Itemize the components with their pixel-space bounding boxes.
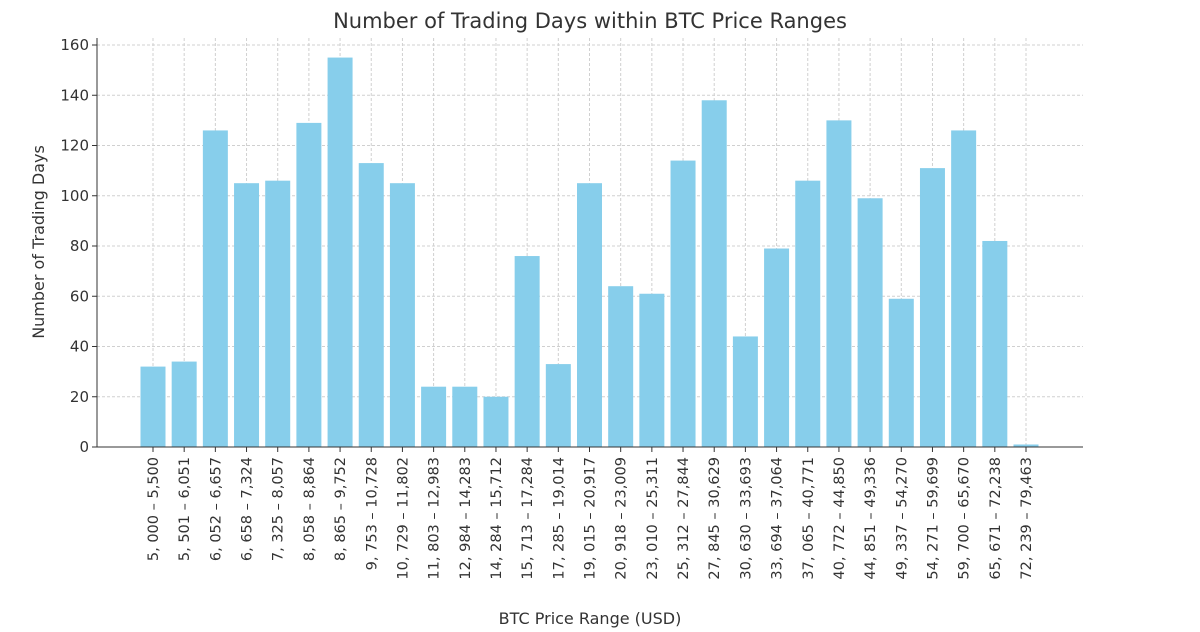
chart-title: Number of Trading Days within BTC Price …: [333, 9, 847, 33]
bar: [234, 183, 260, 447]
x-tick-label: 54, 271 – 59,699: [925, 457, 941, 580]
bar: [327, 57, 353, 447]
bar: [265, 180, 291, 448]
x-tick-label: 12, 984 – 14,283: [458, 457, 474, 580]
x-tick-label: 5, 501 – 6,051: [177, 457, 193, 561]
x-tick-label: 23, 010 – 25,311: [645, 457, 661, 580]
bar: [919, 168, 945, 448]
bar: [982, 240, 1008, 447]
bar: [358, 163, 384, 447]
y-tick-label: 40: [70, 338, 89, 356]
x-tick-label: 14, 284 – 15,712: [489, 457, 505, 580]
y-tick-label: 0: [79, 438, 89, 456]
y-tick-label: 120: [60, 137, 89, 155]
x-tick-label: 19, 015 – 20,917: [583, 457, 599, 580]
x-tick-label: 59, 700 – 65,670: [957, 457, 973, 580]
bar: [545, 364, 571, 447]
bar: [639, 293, 665, 447]
y-tick-labels: 0 20 40 60 80 100 120 140 160: [60, 36, 89, 456]
x-tick-label: 6, 052 – 6,657: [208, 457, 224, 561]
bar: [296, 122, 322, 447]
y-tick-label: 60: [70, 287, 89, 305]
y-tick-label: 160: [60, 36, 89, 54]
x-tick-label: 5, 000 – 5,500: [146, 457, 162, 561]
x-tick-label: 33, 694 – 37,064: [770, 457, 786, 580]
x-tick-label: 17, 285 – 19,014: [551, 457, 567, 580]
axes: [92, 38, 1083, 452]
bar: [857, 198, 883, 447]
x-tick-labels: 5, 000 – 5,500 5, 501 – 6,051 6, 052 – 6,6…: [146, 457, 1035, 580]
bar: [795, 180, 821, 448]
bar: [670, 160, 696, 447]
x-tick-label: 7, 325 – 8,057: [271, 457, 287, 561]
bar: [140, 366, 166, 447]
bar: [202, 130, 228, 448]
x-tick-label: 44, 851 – 49,336: [863, 457, 879, 580]
y-tick-label: 140: [60, 86, 89, 104]
bar: [452, 386, 478, 447]
x-tick-label: 27, 845 – 30,629: [707, 457, 723, 580]
x-tick-label: 6, 658 – 7,324: [240, 457, 256, 561]
x-tick-label: 20, 918 – 23,009: [614, 457, 630, 580]
x-tick-label: 10, 729 – 11,802: [395, 457, 411, 580]
y-tick-label: 20: [70, 388, 89, 406]
y-tick-label: 100: [60, 187, 89, 205]
x-tick-label: 40, 772 – 44,850: [832, 457, 848, 580]
bar: [888, 298, 914, 447]
y-axis-label: Number of Trading Days: [29, 145, 48, 339]
bar: [483, 396, 509, 447]
bar: [764, 248, 790, 447]
x-axis-label: BTC Price Range (USD): [499, 609, 682, 628]
bar: [389, 183, 415, 447]
bar: [732, 336, 758, 447]
bar: [826, 120, 852, 447]
x-tick-label: 25, 312 – 27,844: [676, 457, 692, 580]
bars: [140, 57, 1039, 448]
bar: [421, 386, 447, 447]
y-tick-label: 80: [70, 237, 89, 255]
x-tick-label: 37, 065 – 40,771: [801, 457, 817, 580]
bar: [608, 286, 634, 447]
bar: [951, 130, 977, 448]
x-tick-label: 72, 239 – 79,463: [1019, 457, 1035, 580]
x-tick-label: 30, 630 – 33,693: [738, 457, 754, 580]
x-tick-label: 15, 713 – 17,284: [520, 457, 536, 580]
bar: [1013, 444, 1039, 447]
bar: [514, 256, 540, 447]
bar: [577, 183, 602, 447]
x-tick-label: 11, 803 – 12,983: [427, 457, 443, 580]
x-tick-label: 65, 671 – 72,238: [988, 457, 1004, 580]
bar: [701, 100, 727, 448]
x-tick-label: 8, 865 – 9,752: [333, 457, 349, 561]
x-tick-label: 9, 753 – 10,728: [364, 457, 380, 570]
x-tick-label: 49, 337 – 54,270: [894, 457, 910, 580]
bar: [171, 361, 197, 447]
x-tick-label: 8, 058 – 8,864: [302, 457, 318, 561]
